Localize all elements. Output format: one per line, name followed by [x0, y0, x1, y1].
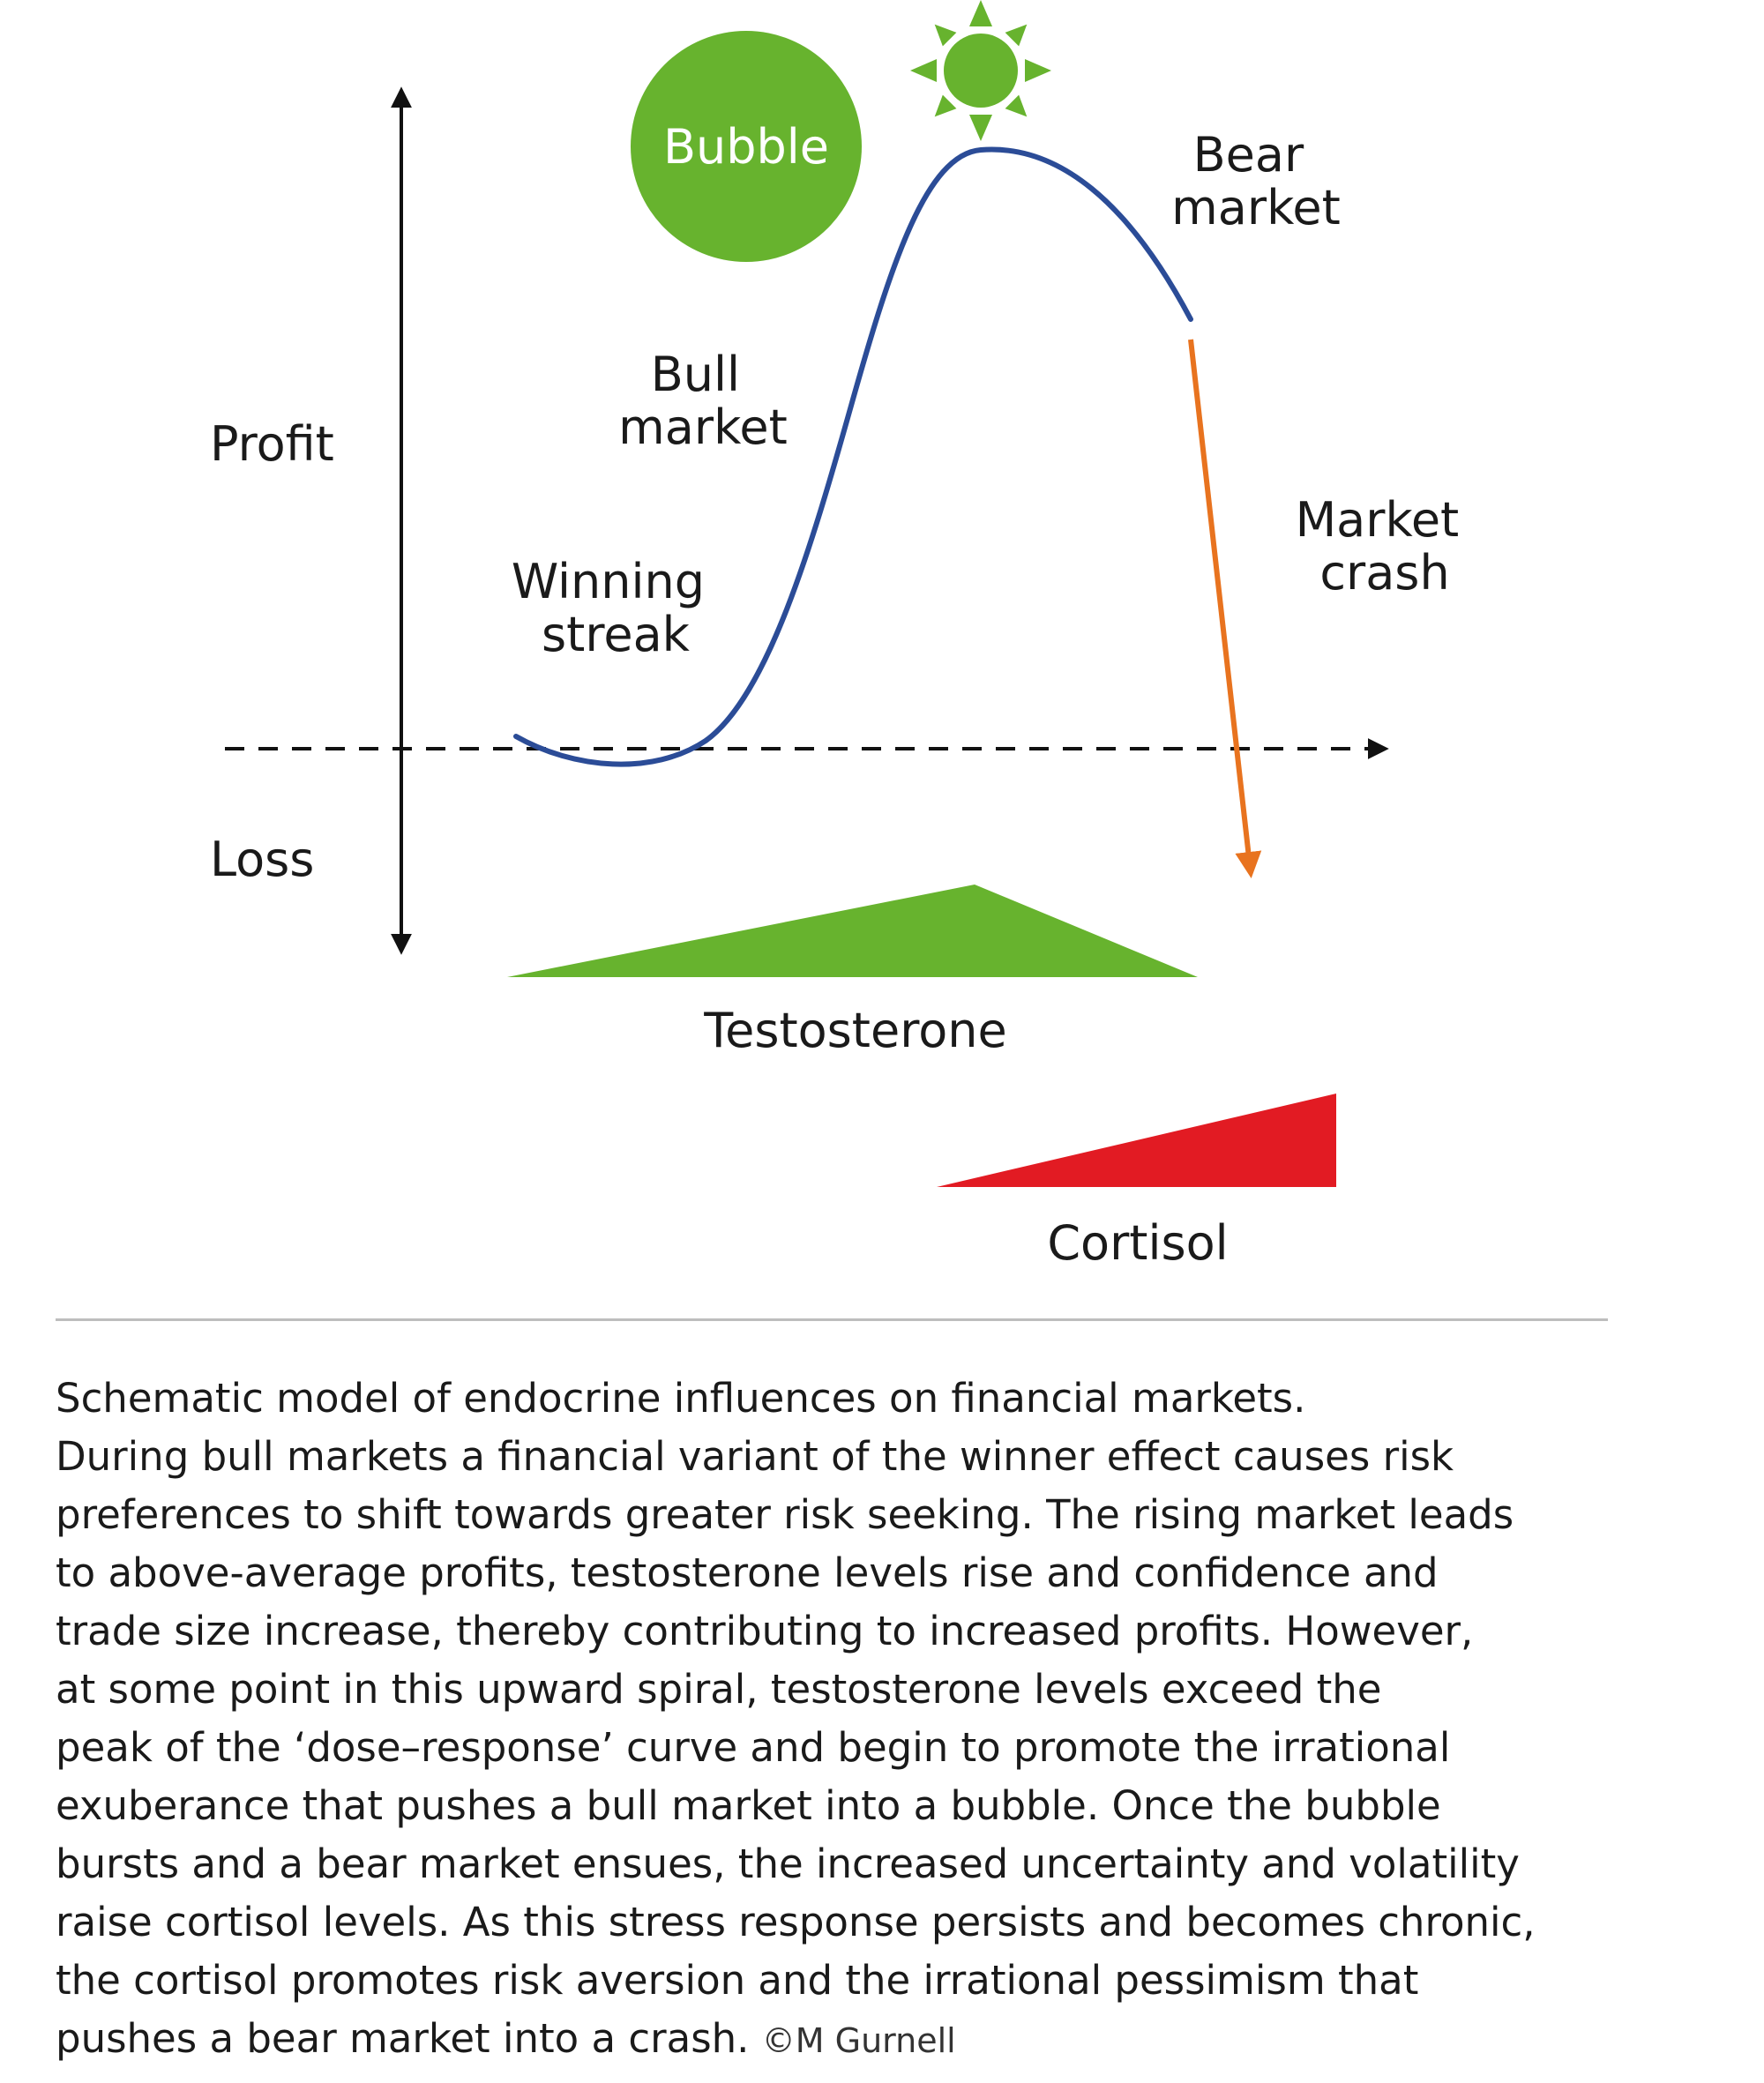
cortisol-label: Cortisol [1047, 1215, 1228, 1271]
caption-line: peak of the ‘dose–response’ curve and be… [56, 1724, 1451, 1771]
bull-market-label: Bull market [618, 347, 788, 455]
winning-streak-label: Winning streak [512, 554, 720, 662]
endocrine-market-diagram: Profit Loss Bubble Winning streak Bull m… [210, 0, 1475, 1271]
caption-line: Schematic model of endocrine influences … [56, 1375, 1306, 1422]
profit-label: Profit [210, 416, 334, 472]
bear-market-label: Bear market [1171, 127, 1341, 235]
bubble-label: Bubble [663, 119, 829, 175]
market-curve [513, 146, 1193, 767]
market-crash-label: Market crash [1296, 492, 1475, 601]
caption-line: exuberance that pushes a bull market int… [56, 1782, 1441, 1829]
caption-line: During bull markets a financial variant … [56, 1433, 1454, 1480]
sun-icon [910, 0, 1051, 141]
caption-line: bursts and a bear market ensues, the inc… [56, 1840, 1520, 1887]
caption-line: the cortisol promotes risk aversion and … [56, 1957, 1419, 2004]
copyright-credit: ©M Gurnell [761, 2021, 956, 2060]
caption-line: preferences to shift towards greater ris… [56, 1491, 1514, 1538]
cortisol-wedge [937, 1094, 1336, 1187]
caption-line: raise cortisol levels. As this stress re… [56, 1899, 1536, 1945]
bubble-circle [631, 31, 862, 262]
caption-line-last: pushes a bear market into a crash. ©M Gu… [56, 2010, 1687, 2070]
testosterone-label: Testosterone [703, 1003, 1006, 1058]
figure-caption: Schematic model of endocrine influences … [56, 1370, 1687, 2070]
loss-label: Loss [210, 832, 314, 887]
caption-line: at some point in this upward spiral, tes… [56, 1666, 1382, 1713]
caption-line: trade size increase, thereby contributin… [56, 1608, 1474, 1654]
testosterone-triangle [507, 885, 1198, 977]
caption-last-text: pushes a bear market into a crash. [56, 2015, 750, 2062]
market-crash-arrow [1188, 339, 1262, 878]
caption-line: to above-average profits, testosterone l… [56, 1549, 1439, 1596]
caption-divider [56, 1318, 1608, 1321]
